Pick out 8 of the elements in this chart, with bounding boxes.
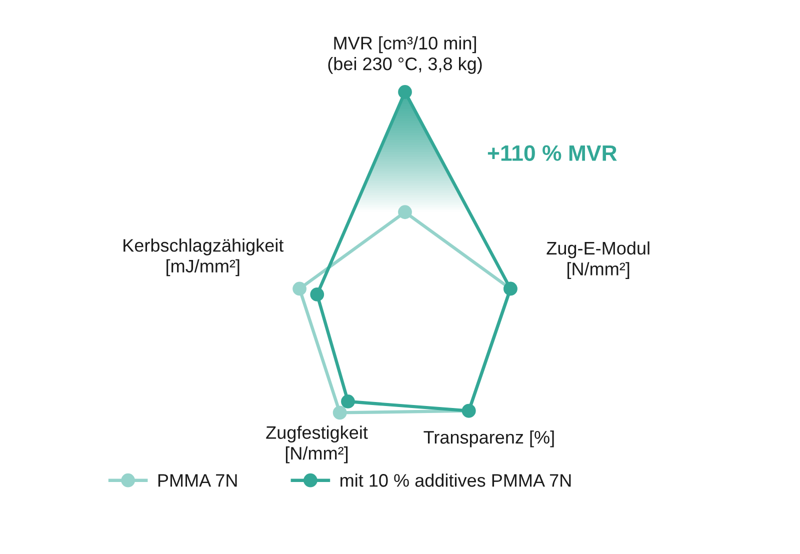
spoke-label: MVR [cm³/10 min] (bei 230 °C, 3,8 kg) (328, 36, 482, 74)
spoke-label: Transparenz [%] (424, 430, 554, 448)
spoke-label: Kerbschlagzähigkeit [mJ/mm²] (124, 238, 284, 276)
legend-label: mit 10 % additives PMMA 7N (340, 474, 571, 487)
legend-label: PMMA 7N (158, 474, 237, 487)
spoke-label: Zug-E-Modul [N/mm²] (546, 241, 650, 279)
text: +110 % MVR (488, 145, 617, 161)
spoke-label: Zugfestigkeit [N/mm²] (266, 426, 368, 464)
